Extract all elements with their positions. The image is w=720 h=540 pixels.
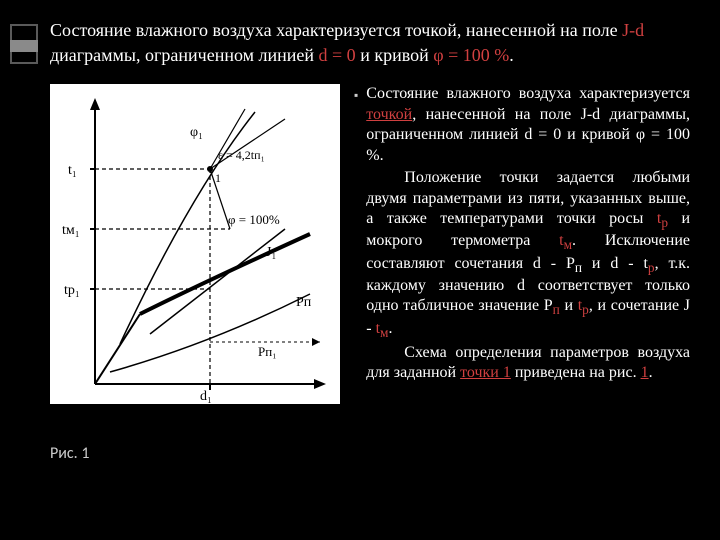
slide-title: Состояние влажного воздуха характеризует… [50,10,690,68]
lbl-d1: d₁ [200,389,212,404]
title-jd: J-d [622,20,644,40]
link-fig1: 1 [641,364,649,381]
sym-tp3: tр [578,297,589,314]
sym-tm: tм [559,232,572,249]
paragraph-1: Состояние влажного воздуха характеризует… [366,84,690,166]
title-text-3: и кривой [356,45,434,65]
title-text-4: . [509,45,514,65]
title-d0: d = 0 [319,45,356,65]
lbl-J1: J₁ [266,245,276,260]
sym-tp1: tр [657,210,668,227]
figure-column: t₁ tм₁ tp₁ d₁ J₁ Pп Pп₁ φ₁ φ = 100% ε = … [50,84,340,463]
title-phi: φ = 100 % [433,45,509,65]
em-tochki1: точки 1 [460,364,511,381]
paragraph-3: Схема определения параметров воздуха для… [366,343,690,384]
lbl-phi100: φ = 100% [228,212,280,227]
title-text-1: Состояние влажного воздуха характеризует… [50,20,622,40]
lbl-Pn1: Pп₁ [258,344,277,359]
slide-side-ornament [10,24,38,64]
bullet-icon: ▪ [354,84,358,385]
em-tochkoy: точкой [366,106,412,123]
figure-caption: Рис. 1 [50,444,340,463]
jd-diagram: t₁ tм₁ tp₁ d₁ J₁ Pп Pп₁ φ₁ φ = 100% ε = … [50,84,340,404]
content-row: t₁ tм₁ tp₁ d₁ J₁ Pп Pп₁ φ₁ φ = 100% ε = … [50,84,690,463]
paragraph-2: Положение точки задается любыми двумя па… [366,168,690,341]
lbl-Pn: Pп [296,295,312,310]
lbl-eps: ε = 4,2tп₁ [218,148,265,162]
lbl-tm1: tм₁ [62,223,80,238]
lbl-phi1: φ₁ [190,125,203,140]
sym-tp4: tм [376,320,389,337]
svg-text:1: 1 [215,171,221,185]
lbl-tp1: tp₁ [64,283,80,298]
text-column: ▪ Состояние влажного воздуха характеризу… [354,84,690,463]
lbl-t1: t₁ [68,163,77,178]
title-text-2: диаграммы, ограниченном линией [50,45,319,65]
